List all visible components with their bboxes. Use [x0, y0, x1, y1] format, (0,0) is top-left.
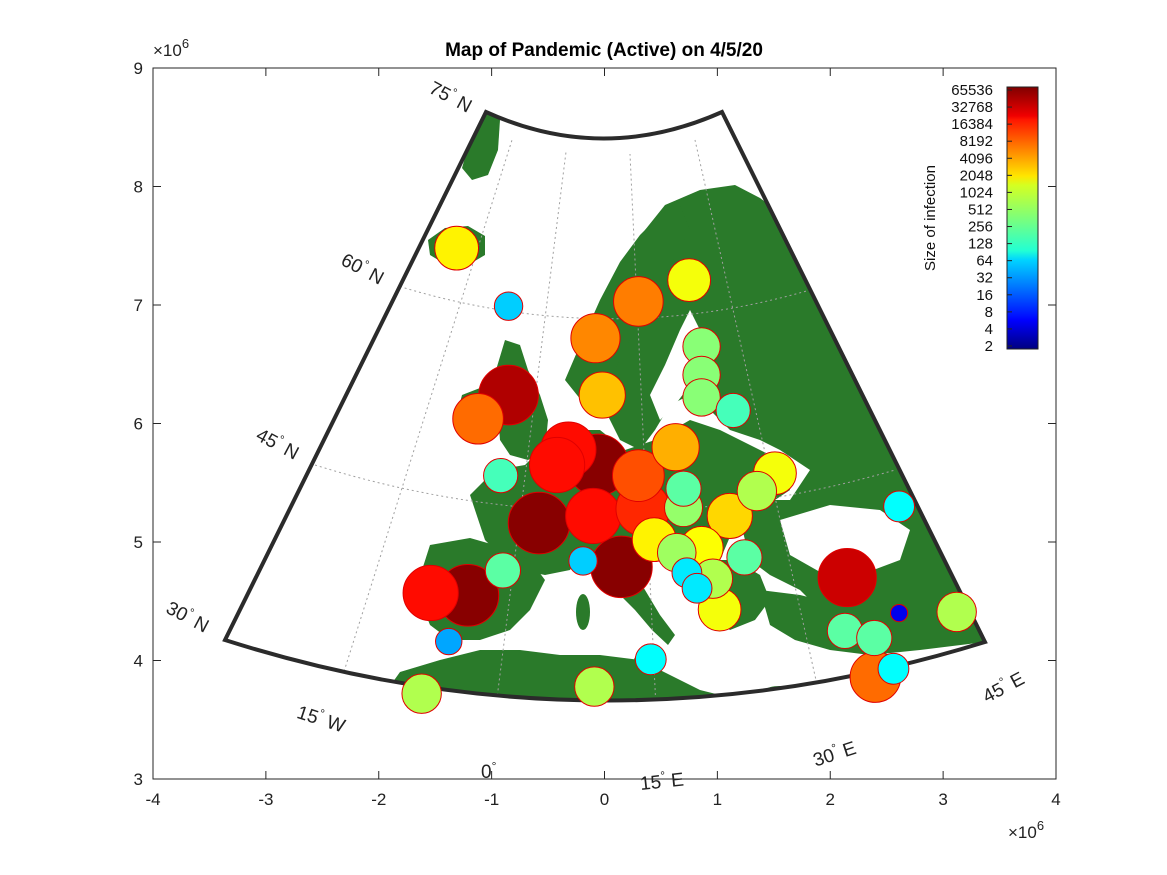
data-point	[877, 652, 910, 685]
x-tick-label: 3	[938, 790, 947, 809]
y-tick-label: 4	[134, 652, 143, 671]
colorbar-tick-label: 256	[968, 219, 993, 236]
graticule-meridian-15e	[629, 153, 658, 701]
data-point	[936, 591, 977, 633]
colorbar-tick-label: 16	[976, 287, 993, 304]
data-point	[665, 470, 702, 507]
data-point	[726, 539, 763, 576]
colorbar-tick-label: 2	[985, 338, 993, 355]
data-point	[667, 258, 712, 303]
data-point	[565, 487, 622, 545]
colorbar-gradient	[1006, 86, 1039, 350]
graticule-meridian-30e	[694, 139, 821, 699]
data-point	[817, 547, 877, 608]
data-point	[715, 392, 751, 429]
x-tick-label: 2	[826, 790, 835, 809]
land-north-africa	[380, 650, 985, 701]
colorbar-tick-label: 2048	[960, 167, 993, 184]
x-tick-label: 1	[713, 790, 722, 809]
data-point	[856, 619, 893, 657]
colorbar-tick-label: 16384	[951, 116, 993, 133]
data-point	[681, 572, 713, 604]
data-point	[634, 643, 667, 676]
y-tick-label: 6	[134, 415, 143, 434]
data-point	[507, 491, 571, 555]
colorbar-tick-label: 32768	[951, 99, 993, 116]
data-point	[493, 291, 524, 321]
data-point	[528, 436, 586, 494]
x-tick-label: -3	[258, 790, 273, 809]
colorbar-tick-label: 1024	[960, 184, 993, 201]
data-point	[434, 225, 480, 271]
lon-label-0: 0°	[481, 759, 497, 783]
data-point	[890, 604, 909, 623]
colorbar-tick-label: 65536	[951, 82, 993, 99]
y-tick-label: 3	[134, 770, 143, 789]
x-tick-label: -2	[371, 790, 386, 809]
data-point	[402, 564, 459, 622]
colorbar-tick-label: 4	[985, 321, 993, 338]
y-axis-ticks: 3 4 5 6 7 8 9	[134, 59, 1056, 789]
data-point	[568, 546, 598, 576]
data-point	[570, 313, 621, 364]
colorbar-ticks: 6553632768163848192409620481024512256128…	[951, 82, 1012, 355]
colorbar-tick-label: 32	[976, 270, 993, 287]
x-tick-label: -1	[484, 790, 499, 809]
y-tick-label: 7	[134, 296, 143, 315]
data-point	[706, 492, 753, 540]
graticule-meridian-0	[492, 151, 567, 701]
x-axis-exponent: ×106	[1008, 818, 1044, 842]
x-axis-ticks: -4 -3 -2 -1 0 1 2 3 4	[145, 68, 1061, 809]
chart-title: Map of Pandemic (Active) on 4/5/20	[445, 40, 763, 61]
data-point	[435, 627, 463, 656]
data-point	[613, 276, 664, 327]
colorbar: 6553632768163848192409620481024512256128…	[922, 82, 1039, 355]
data-point	[611, 449, 665, 503]
data-point	[484, 552, 522, 589]
land-corsica-sardinia	[576, 594, 590, 630]
data-markers	[401, 225, 977, 714]
data-point	[574, 666, 615, 707]
data-point	[483, 458, 519, 494]
colorbar-label: Size of infection	[922, 165, 939, 271]
colorbar-tick-label: 4096	[960, 150, 993, 167]
land-greenland	[462, 112, 500, 180]
x-tick-label: 4	[1051, 790, 1060, 809]
data-point	[401, 673, 442, 714]
lon-label-15e: 15° E	[639, 767, 685, 795]
data-point	[736, 470, 778, 512]
colorbar-tick-label: 8	[985, 304, 993, 321]
y-tick-label: 5	[134, 533, 143, 552]
y-tick-label: 8	[134, 178, 143, 197]
sea-black-sea	[780, 505, 910, 575]
colorbar-tick-label: 128	[968, 236, 993, 253]
colorbar-tick-label: 512	[968, 201, 993, 218]
x-tick-label: 0	[600, 790, 609, 809]
data-point	[883, 490, 916, 523]
x-tick-label: -4	[145, 790, 160, 809]
data-point	[682, 378, 721, 417]
data-point	[578, 371, 626, 419]
colorbar-tick-label: 64	[976, 253, 993, 270]
y-tick-label: 9	[134, 59, 143, 78]
data-point	[452, 392, 504, 445]
data-point	[651, 423, 700, 472]
colorbar-tick-label: 8192	[960, 133, 993, 150]
y-axis-exponent: ×106	[153, 36, 189, 60]
